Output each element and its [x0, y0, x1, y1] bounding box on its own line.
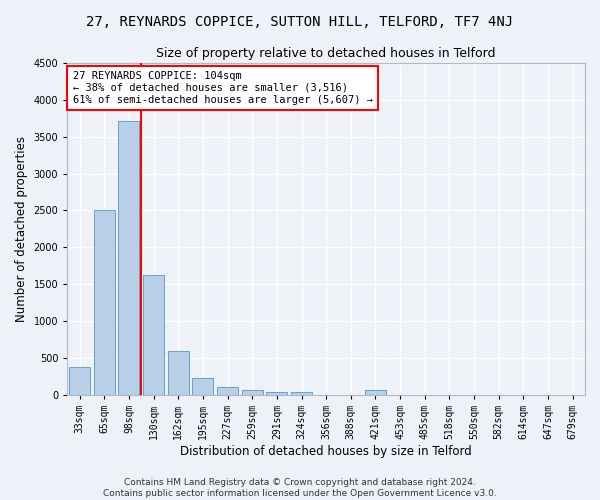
- Text: 27 REYNARDS COPPICE: 104sqm
← 38% of detached houses are smaller (3,516)
61% of : 27 REYNARDS COPPICE: 104sqm ← 38% of det…: [73, 72, 373, 104]
- Title: Size of property relative to detached houses in Telford: Size of property relative to detached ho…: [157, 48, 496, 60]
- Bar: [291, 392, 312, 394]
- Text: 27, REYNARDS COPPICE, SUTTON HILL, TELFORD, TF7 4NJ: 27, REYNARDS COPPICE, SUTTON HILL, TELFO…: [86, 15, 514, 29]
- Bar: [193, 378, 214, 394]
- Bar: [217, 387, 238, 394]
- Text: Contains HM Land Registry data © Crown copyright and database right 2024.
Contai: Contains HM Land Registry data © Crown c…: [103, 478, 497, 498]
- Bar: [94, 210, 115, 394]
- Bar: [365, 390, 386, 394]
- Y-axis label: Number of detached properties: Number of detached properties: [15, 136, 28, 322]
- Bar: [266, 392, 287, 394]
- Bar: [118, 120, 139, 394]
- Bar: [168, 351, 189, 395]
- Bar: [69, 368, 90, 394]
- Bar: [143, 274, 164, 394]
- Bar: [242, 390, 263, 394]
- X-axis label: Distribution of detached houses by size in Telford: Distribution of detached houses by size …: [180, 444, 472, 458]
